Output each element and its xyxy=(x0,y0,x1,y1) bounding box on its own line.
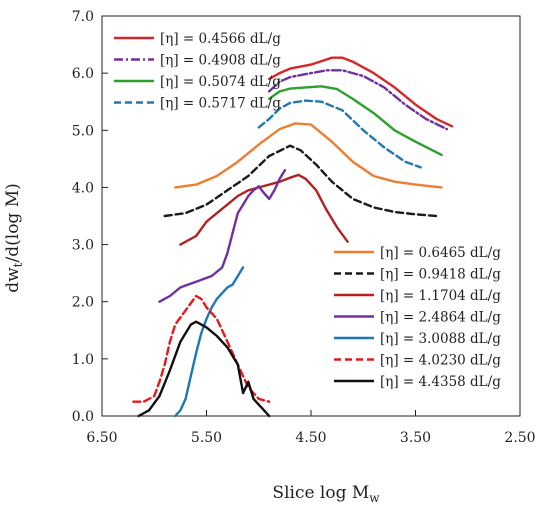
x-tick-label: 3.50 xyxy=(400,430,431,446)
curves-layer xyxy=(132,56,454,418)
y-tick-label: 0.0 xyxy=(72,409,94,425)
legend-label-11: [η] = 4.4358 dL/g xyxy=(380,374,501,390)
legend-layer: [η] = 0.4566 dL/g [η] = 0.4908 dL/g [η] = … xyxy=(114,31,501,390)
legend-label-4: [η] = 0.5717 dL/g xyxy=(160,96,281,112)
series-line-4 xyxy=(257,99,422,169)
legend-label-10: [η] = 4.0230 dL/g xyxy=(380,353,501,369)
series-line-1 xyxy=(268,56,454,128)
y-tick-label: 5.0 xyxy=(72,123,94,139)
x-tick-label: 4.50 xyxy=(295,430,326,446)
y-tick-label: 4.0 xyxy=(72,180,94,196)
x-tick-label: 5.50 xyxy=(191,430,222,446)
series-line-10 xyxy=(132,294,271,403)
y-tick-label: 6.0 xyxy=(72,66,94,82)
ticks-layer: 0.0 1.0 2.0 3.0 4.0 5.0 6.0 7.0 6.50 5.50 4.50 3.50… xyxy=(72,9,536,446)
series-line-9 xyxy=(174,266,245,418)
legend-label-3: [η] = 0.5074 dL/g xyxy=(160,74,281,90)
y-tick-label: 3.0 xyxy=(72,238,94,254)
legend-label-6: [η] = 0.9418 dL/g xyxy=(380,267,501,283)
y-axis-title: dwt/d(log M) xyxy=(3,183,25,293)
series-line-8 xyxy=(158,169,287,303)
x-tick-label: 2.50 xyxy=(504,430,535,446)
series-line-11 xyxy=(137,320,271,418)
x-tick-label: 6.50 xyxy=(86,430,117,446)
y-tick-label: 2.0 xyxy=(72,295,94,311)
series-line-5 xyxy=(174,122,443,189)
series-line-2 xyxy=(268,69,448,131)
legend-label-9: [η] = 3.0088 dL/g xyxy=(380,331,501,347)
series-line-7 xyxy=(179,173,349,246)
legend-label-1: [η] = 0.4566 dL/g xyxy=(160,31,281,47)
series-line-3 xyxy=(268,85,443,157)
series-line-6 xyxy=(163,144,438,218)
y-tick-label: 7.0 xyxy=(72,9,94,25)
legend-label-5: [η] = 0.6465 dL/g xyxy=(380,245,501,261)
x-axis-title: Slice log Mw xyxy=(272,483,380,505)
legend-label-7: [η] = 1.1704 dL/g xyxy=(380,288,501,304)
legend-label-2: [η] = 0.4908 dL/g xyxy=(160,53,281,69)
y-tick-label: 1.0 xyxy=(72,352,94,368)
legend-label-8: [η] = 2.4864 dL/g xyxy=(380,310,501,326)
